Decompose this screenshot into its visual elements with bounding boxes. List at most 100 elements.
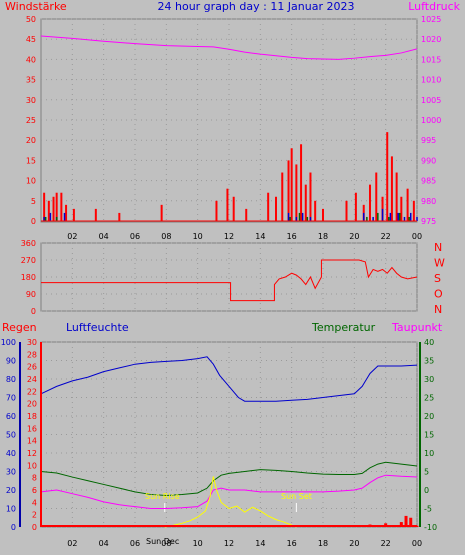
- x-tick-label: 08: [161, 232, 171, 241]
- windstaerke-tick-label: 20: [26, 136, 36, 145]
- luftfeuchte-tick-label: 0: [11, 523, 16, 532]
- regen-tick-label: 2: [32, 511, 37, 520]
- windstaerke-tick-label: 15: [26, 156, 36, 165]
- luftfeuchte-tick-label: 70: [6, 394, 16, 403]
- x-tick-label: 16: [287, 539, 297, 548]
- regen-tick-label: 24: [27, 375, 37, 384]
- x-tick-label: 10: [193, 232, 203, 241]
- regen-tick-label: 26: [27, 363, 37, 372]
- compass-label: O: [434, 288, 443, 301]
- temperatur-tick-label: 5: [424, 468, 429, 477]
- climate-grid: [41, 341, 418, 528]
- x-tick-label: 02: [67, 539, 77, 548]
- luftfeuchte-tick-label: 100: [1, 338, 16, 347]
- windstaerke-tick-label: 45: [26, 35, 36, 44]
- x-tick-label: 06: [130, 539, 140, 548]
- x-tick-label: 04: [99, 232, 109, 241]
- temperatur-label: Temperatur: [311, 321, 376, 334]
- direction-tick-label: 360: [21, 239, 36, 248]
- luftdruck-line: [40, 35, 418, 60]
- x-tick-label: 10: [193, 539, 203, 548]
- regen-tick-label: 22: [27, 387, 37, 396]
- temperatur-tick-label: -5: [424, 505, 432, 514]
- direction-tick-label: 270: [21, 256, 36, 265]
- regen-tick-label: 30: [27, 338, 37, 347]
- luftdruck-tick-label: 990: [421, 156, 436, 165]
- direction-tick-label: 90: [26, 290, 36, 299]
- luftfeuchte-tick-label: 90: [6, 357, 16, 366]
- x-tick-label: 08: [161, 539, 171, 548]
- wind-pressure-tick-labels: 0510152025303540455097598098599099510001…: [26, 15, 442, 241]
- sunrise-label: Sun Rise: [145, 492, 180, 501]
- temperatur-tick-label: 35: [424, 357, 434, 366]
- wind-direction-series: [41, 259, 418, 302]
- windstaerke-tick-label: 10: [26, 177, 36, 186]
- luftdruck-tick-label: 980: [421, 197, 436, 206]
- x-tick-label: 18: [318, 232, 328, 241]
- luftdruck-tick-label: 1000: [421, 116, 441, 125]
- regen-tick-label: 16: [27, 424, 37, 433]
- luftfeuchte-tick-label: 50: [6, 431, 16, 440]
- x-tick-label: 22: [381, 539, 391, 548]
- x-tick-label: 14: [255, 232, 265, 241]
- luftdruck-tick-label: 1015: [421, 55, 441, 64]
- climate-tick-labels: -10-505101520253035400102030405060708090…: [1, 338, 437, 548]
- regen-tick-label: 4: [32, 498, 37, 507]
- temperatur-tick-label: 40: [424, 338, 434, 347]
- x-tick-label: 12: [224, 232, 234, 241]
- windstaerke-tick-label: 50: [26, 15, 36, 24]
- x-tick-label: 20: [349, 539, 359, 548]
- taupunkt-line: [40, 474, 418, 509]
- luftfeuchte-line: [40, 356, 418, 402]
- x-tick-label: 16: [287, 232, 297, 241]
- luftdruck-tick-label: 1005: [421, 96, 441, 105]
- wind-direction-grid: [41, 242, 418, 312]
- compass-label: S: [434, 272, 441, 285]
- luftdruck-tick-label: 995: [421, 136, 436, 145]
- temperatur-line: [40, 461, 418, 497]
- regen-tick-label: 0: [32, 523, 37, 532]
- temperatur-tick-label: 25: [424, 394, 434, 403]
- x-tick-label: 06: [130, 232, 140, 241]
- luftdruck-tick-label: 1010: [421, 76, 441, 85]
- temperatur-tick-label: 20: [424, 412, 434, 421]
- luftfeuchte-tick-label: 60: [6, 412, 16, 421]
- climate-panel-frame: [40, 341, 418, 528]
- direction-tick-label: 0: [31, 307, 36, 316]
- luftfeuchte-tick-label: 80: [6, 375, 16, 384]
- temperatur-tick-label: 30: [424, 375, 434, 384]
- regen-tick-label: 28: [27, 350, 37, 359]
- regen-tick-label: 18: [27, 412, 37, 421]
- windstaerke-tick-label: 25: [26, 116, 36, 125]
- climate-series: [40, 356, 419, 528]
- regen-tick-label: 8: [32, 474, 37, 483]
- luftfeuchte-tick-label: 40: [6, 449, 16, 458]
- compass-label: N: [434, 241, 442, 254]
- temperatur-tick-label: 15: [424, 431, 434, 440]
- windstaerke-tick-label: 35: [26, 76, 36, 85]
- sun-dec-label: Sun Dec: [146, 537, 179, 546]
- compass-label: N: [434, 303, 442, 316]
- x-tick-label: 00: [412, 539, 422, 548]
- chart-title: 24 hour graph day : 11 Januar 2023: [158, 0, 355, 13]
- luftdruck-label: Luftdruck: [408, 0, 460, 13]
- windstaerke-tick-label: 0: [31, 217, 36, 226]
- luftdruck-tick-label: 975: [421, 217, 436, 226]
- x-tick-label: 18: [318, 539, 328, 548]
- x-tick-label: 00: [412, 232, 422, 241]
- sunset-label: Sun Set: [281, 492, 312, 501]
- direction-tick-label: 180: [21, 273, 36, 282]
- x-tick-label: 04: [99, 539, 109, 548]
- luftfeuchte-label: Luftfeuchte: [66, 321, 129, 334]
- windstaerke-tick-label: 5: [31, 197, 36, 206]
- taupunkt-label: Taupunkt: [391, 321, 443, 334]
- regen-tick-label: 6: [32, 486, 37, 495]
- compass-label: W: [434, 257, 445, 270]
- luftfeuchte-tick-label: 30: [6, 468, 16, 477]
- luftdruck-tick-label: 1025: [421, 15, 441, 24]
- x-tick-label: 14: [255, 539, 265, 548]
- regen-label: Regen: [2, 321, 37, 334]
- temperatur-tick-label: 10: [424, 449, 434, 458]
